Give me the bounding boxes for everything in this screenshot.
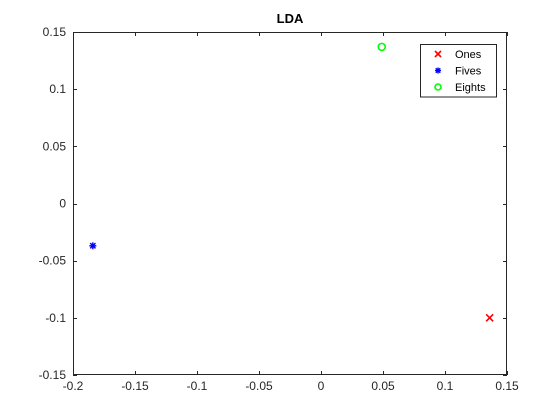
x-tick-label: -0.1	[187, 379, 208, 393]
x-tick-label: 0	[318, 379, 325, 393]
data-point-fives	[89, 242, 97, 250]
data-point-ones	[485, 313, 494, 322]
legend-label-ones: Ones	[455, 49, 482, 61]
y-axis-ticks: 0.15 0.1 0.05 0 -0.05 -0.1 -0.15	[39, 25, 507, 382]
x-tick-label: -0.2	[63, 379, 84, 393]
x-tick-label: -0.05	[245, 379, 273, 393]
axes-frame	[73, 32, 507, 375]
x-tick-label: -0.15	[121, 379, 149, 393]
legend-label-eights: Eights	[455, 82, 486, 94]
legend: Ones Fives Eights	[420, 44, 497, 98]
x-axis-ticks: -0.2 -0.15 -0.1 -0.05 0 0.05 0.1 0.15	[63, 32, 519, 393]
y-tick-label: 0.1	[49, 82, 66, 96]
y-tick-label: -0.15	[39, 368, 67, 382]
legend-marker-ones	[434, 50, 442, 58]
axes-box	[73, 32, 507, 375]
y-tick-label: 0.05	[43, 139, 67, 153]
x-tick-label: 0.05	[371, 379, 395, 393]
y-tick-label: 0.15	[43, 25, 67, 39]
chart-title: LDA	[277, 11, 304, 26]
legend-marker-eights	[434, 83, 442, 91]
data-point-eights	[377, 42, 387, 52]
x-tick-label: 0.15	[495, 379, 519, 393]
legend-label-fives: Fives	[455, 66, 482, 78]
x-tick-label: 0.1	[437, 379, 454, 393]
y-tick-label: -0.05	[39, 254, 67, 268]
y-tick-label: -0.1	[45, 311, 66, 325]
legend-marker-fives	[435, 67, 441, 74]
y-tick-label: 0	[59, 197, 66, 211]
legend-box	[420, 44, 497, 98]
data-points	[89, 42, 494, 322]
